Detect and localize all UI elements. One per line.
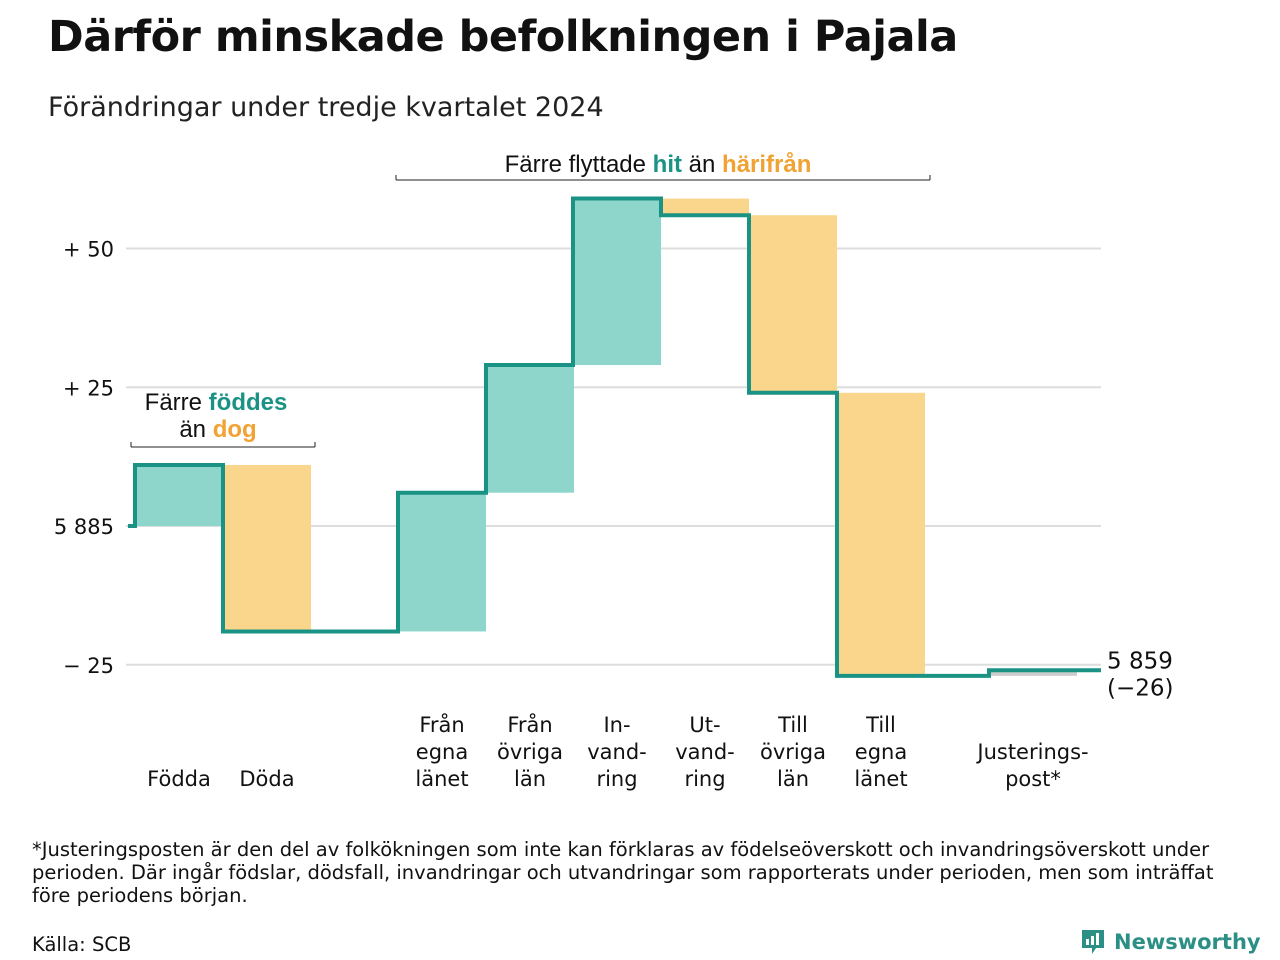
waterfall-bar [749, 215, 837, 393]
waterfall-chart: + 50 + 25 5 885 − 25 5 859(−26) Födda Döda Från… [54, 151, 1174, 791]
category-label: Justerings- [975, 740, 1088, 764]
end-change-label: (−26) [1107, 675, 1173, 701]
category-label: egna [855, 740, 907, 764]
category-label: övriga [497, 740, 563, 764]
newsworthy-logo-icon [1082, 930, 1104, 954]
category-label: län [777, 767, 809, 791]
waterfall-bar [573, 198, 661, 366]
category-label: Till [865, 713, 896, 737]
category-label: vand- [587, 740, 647, 764]
y-tick-label: − 25 [63, 654, 114, 678]
running-total-line [128, 196, 1101, 678]
waterfall-bar [661, 198, 749, 216]
source-note: Källa: SCB [32, 933, 132, 956]
annotation-births-line2: än dog [179, 416, 256, 443]
category-label: In- [603, 713, 630, 737]
category-label: län [514, 767, 546, 791]
category-label: Döda [239, 767, 294, 791]
category-label: Till [777, 713, 808, 737]
category-label: ring [596, 767, 637, 791]
annotation-births-line1: Färre föddes [145, 389, 288, 416]
category-label: länet [415, 767, 468, 791]
newsworthy-logo: Newsworthy [1080, 928, 1261, 956]
end-value-label: 5 859 [1107, 648, 1173, 674]
waterfall-bar [989, 670, 1077, 676]
category-label: länet [854, 767, 907, 791]
category-label: Från [507, 712, 552, 737]
chart-subtitle: Förändringar under tredje kvartalet 2024 [48, 92, 604, 123]
waterfall-bar [223, 464, 311, 632]
category-label: vand- [675, 740, 735, 764]
newsworthy-logo-text: Newsworthy [1114, 930, 1261, 954]
annotation-migration: Färre flyttade hit än härifrån [505, 151, 812, 178]
y-tick-label: 5 885 [54, 515, 114, 539]
category-label: post* [1005, 767, 1061, 791]
waterfall-bar [486, 365, 574, 493]
waterfall-bar [398, 492, 486, 632]
category-label: ring [684, 767, 725, 791]
category-label: Från [419, 712, 464, 737]
y-tick-label: + 50 [63, 238, 114, 262]
category-label: Födda [147, 767, 211, 791]
category-label: egna [416, 740, 468, 764]
waterfall-bar [837, 392, 925, 676]
chart-title: Därför minskade befolkningen i Pajala [48, 12, 958, 62]
y-tick-label: + 25 [63, 376, 114, 400]
category-label: övriga [760, 740, 826, 764]
footnote: *Justeringsposten är den del av folkökni… [32, 838, 1214, 907]
waterfall-bar [135, 464, 223, 526]
category-label: Ut- [689, 713, 720, 737]
